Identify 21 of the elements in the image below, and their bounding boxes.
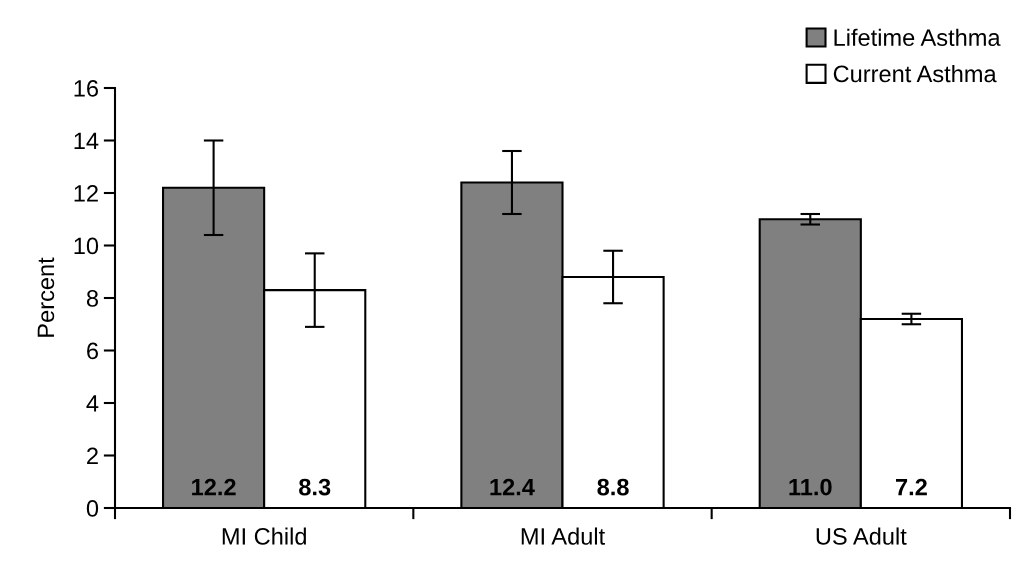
data-label: 12.2 (192, 478, 236, 496)
data-label: 12.4 (490, 478, 535, 496)
y-tick-label: 0 (86, 500, 99, 517)
y-tick-label: 2 (87, 447, 98, 465)
x-tick-label: MI Child (222, 527, 306, 545)
data-label: 7.2 (896, 478, 927, 496)
y-tick-label: 14 (74, 132, 99, 150)
y-tick-label: 12 (74, 185, 98, 202)
y-axis-title: Percent (37, 257, 55, 337)
legend-label: Current Asthma (833, 64, 997, 83)
y-tick-label: 10 (74, 237, 99, 255)
data-label: 8.3 (299, 478, 331, 496)
x-tick-label: US Adult (816, 527, 907, 545)
y-tick-label: 16 (74, 80, 98, 97)
data-label: 8.8 (597, 478, 629, 496)
y-tick-label: 4 (86, 395, 99, 412)
y-tick-label: 6 (87, 342, 98, 360)
y-tick-label: 8 (86, 290, 98, 307)
legend-label: Lifetime Asthma (834, 28, 1001, 46)
data-label: 11.0 (789, 478, 832, 496)
x-tick-label: MI Adult (521, 527, 605, 545)
